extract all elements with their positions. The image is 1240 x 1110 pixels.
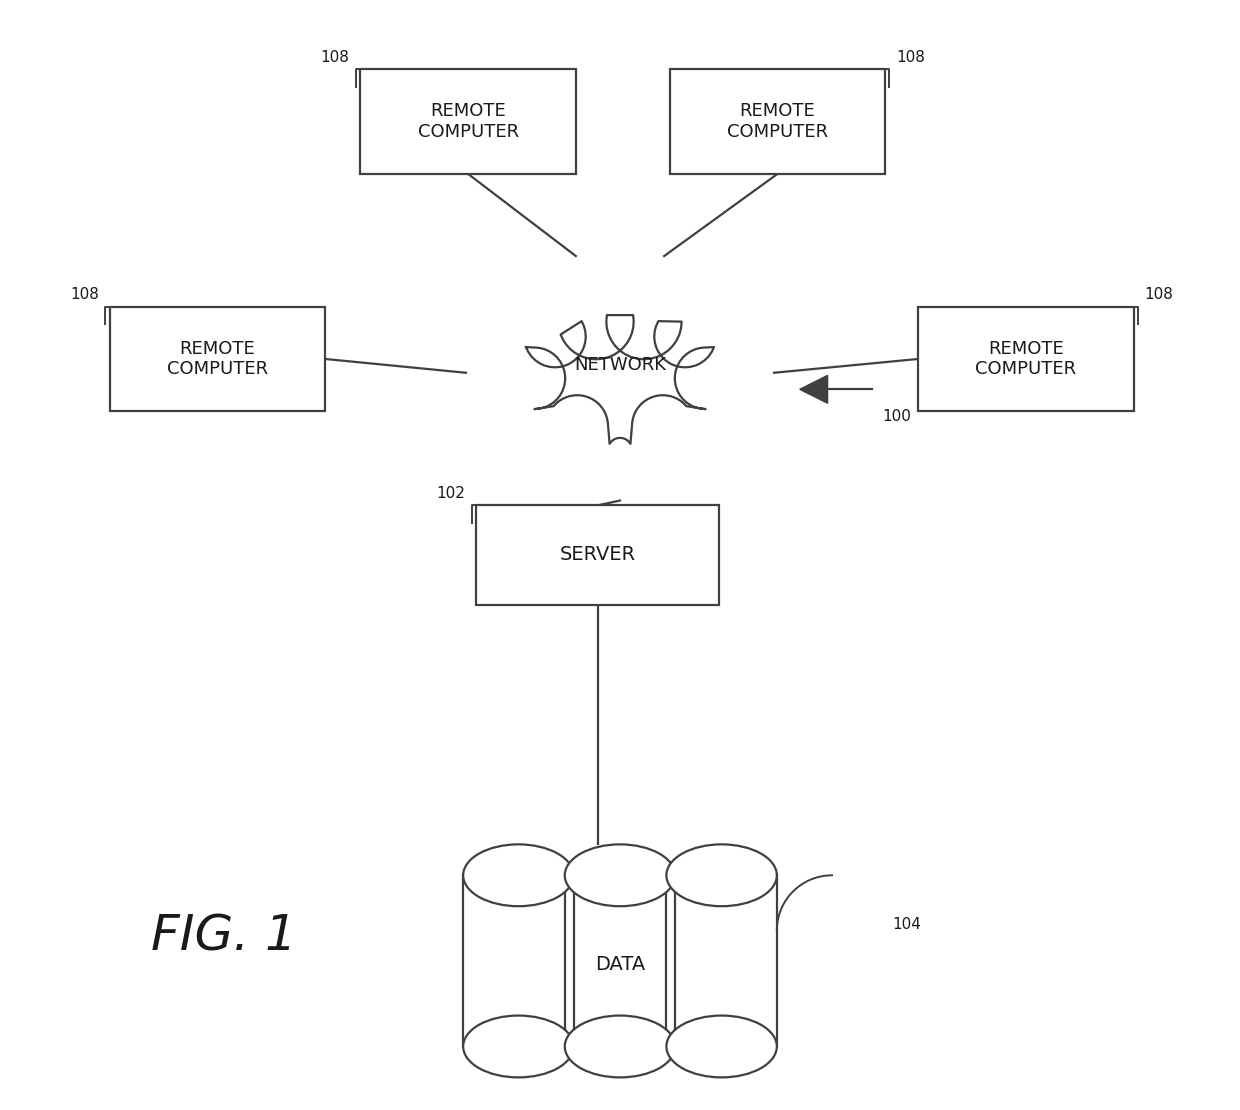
FancyBboxPatch shape [564, 876, 676, 1047]
Text: 106: 106 [681, 509, 709, 525]
Ellipse shape [464, 1016, 574, 1078]
Text: NETWORK: NETWORK [574, 356, 666, 374]
Ellipse shape [666, 845, 776, 906]
Text: 100: 100 [883, 410, 911, 424]
Text: 108: 108 [897, 50, 925, 64]
FancyBboxPatch shape [110, 306, 325, 412]
Text: 108: 108 [1145, 287, 1173, 302]
Text: FIG. 1: FIG. 1 [150, 912, 296, 960]
Polygon shape [800, 375, 827, 403]
Text: DATA: DATA [595, 955, 645, 973]
Text: 108: 108 [69, 287, 99, 302]
Text: SERVER: SERVER [559, 545, 636, 565]
Polygon shape [526, 315, 714, 444]
Text: REMOTE
COMPUTER: REMOTE COMPUTER [167, 340, 268, 379]
FancyBboxPatch shape [476, 505, 719, 605]
Text: 104: 104 [893, 918, 921, 932]
Text: 108: 108 [320, 50, 350, 64]
Text: REMOTE
COMPUTER: REMOTE COMPUTER [976, 340, 1076, 379]
Ellipse shape [564, 1016, 676, 1078]
Text: 102: 102 [436, 486, 465, 501]
Text: REMOTE
COMPUTER: REMOTE COMPUTER [727, 102, 828, 141]
FancyBboxPatch shape [464, 876, 574, 1047]
FancyBboxPatch shape [361, 69, 575, 174]
FancyBboxPatch shape [918, 306, 1133, 412]
Ellipse shape [464, 845, 574, 906]
FancyBboxPatch shape [666, 876, 776, 1047]
Ellipse shape [666, 1016, 776, 1078]
FancyBboxPatch shape [670, 69, 885, 174]
Text: REMOTE
COMPUTER: REMOTE COMPUTER [418, 102, 518, 141]
Ellipse shape [564, 845, 676, 906]
